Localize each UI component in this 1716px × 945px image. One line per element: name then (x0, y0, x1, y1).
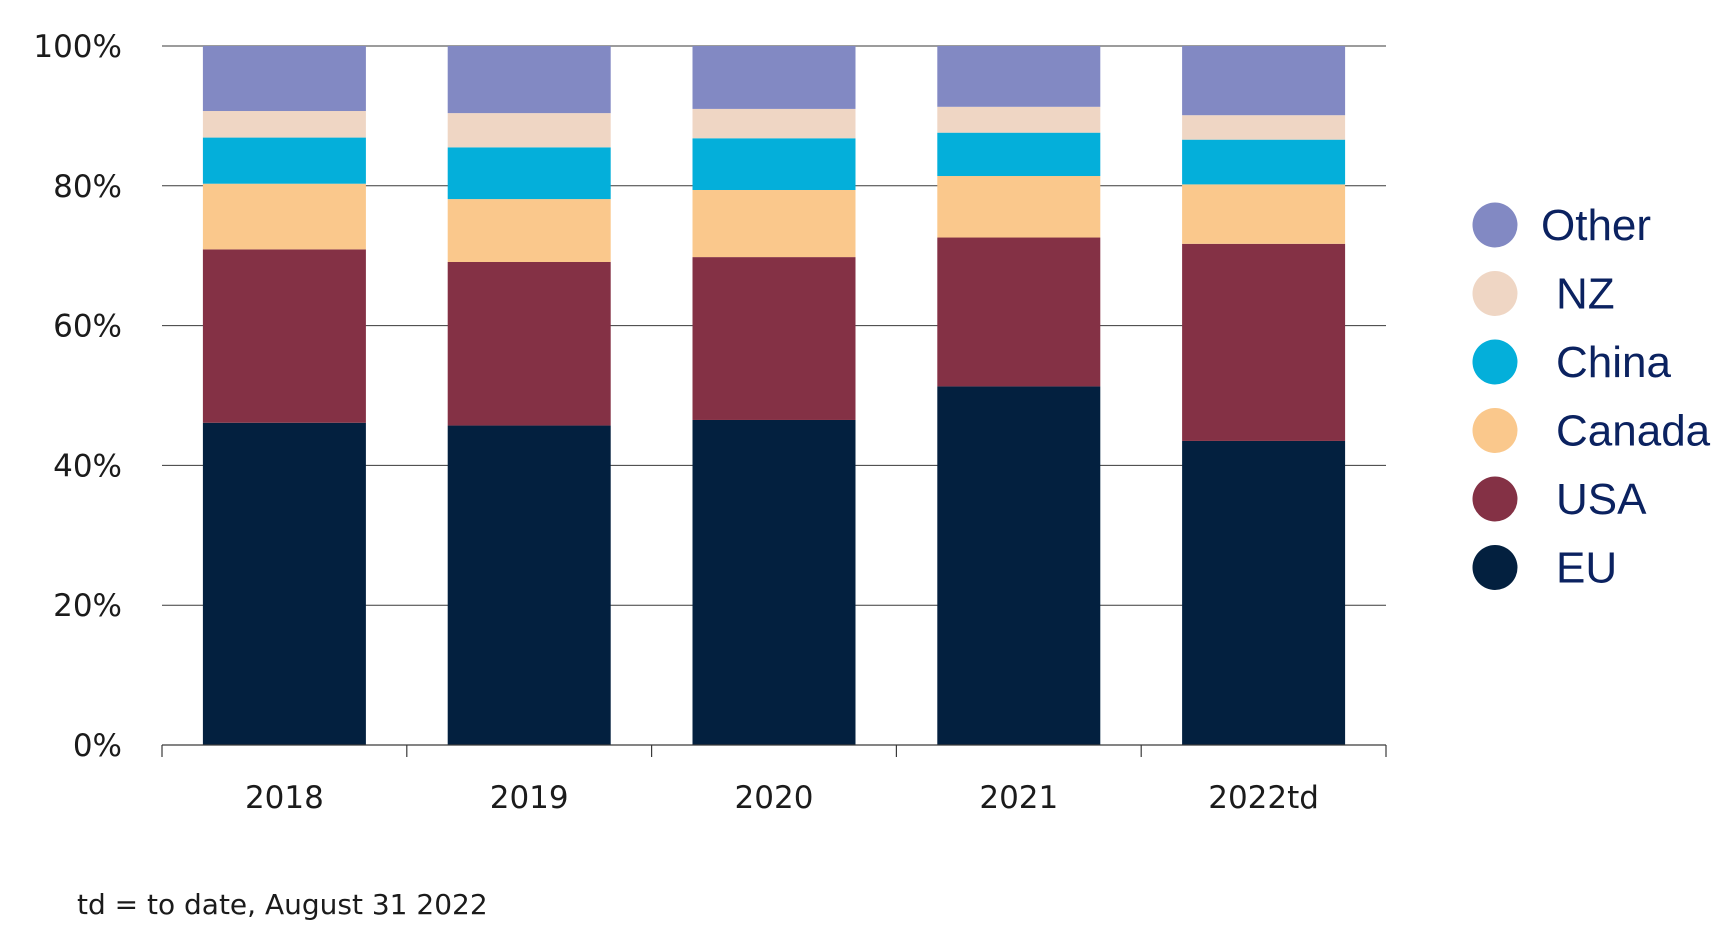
bar-other-2021 (937, 46, 1101, 107)
bar-canada-2020 (692, 189, 856, 258)
legend-label-usa: USA (1556, 475, 1647, 524)
bar-canada-2018 (202, 183, 366, 250)
y-tick-label: 40% (53, 448, 122, 484)
x-tick-label: 2019 (490, 780, 569, 816)
legend-label-eu: EU (1556, 544, 1617, 593)
legend-label-nz: NZ (1556, 270, 1615, 319)
y-tick-label: 0% (73, 728, 122, 764)
bar-nz-2022td (1182, 115, 1346, 140)
y-tick-label: 60% (53, 309, 122, 345)
legend-label-china: China (1556, 338, 1671, 387)
legend: Other NZ China Canada USA EU (1472, 201, 1711, 593)
bar-canada-2019 (447, 199, 611, 262)
legend-marker-canada (1472, 408, 1518, 453)
bar-china-2021 (937, 132, 1101, 177)
legend-marker-nz (1472, 271, 1518, 316)
bar-usa-2021 (937, 237, 1101, 387)
legend-label-other: Other (1541, 201, 1651, 250)
bar-china-2022td (1182, 139, 1346, 185)
bar-canada-2021 (937, 176, 1101, 238)
legend-marker-china (1472, 339, 1518, 385)
bar-nz-2019 (447, 113, 611, 148)
x-tick-label: 2022td (1208, 780, 1319, 816)
y-tick-label: 20% (53, 588, 122, 624)
footnote: td = to date, August 31 2022 (77, 888, 488, 921)
legend-label-canada: Canada (1556, 407, 1711, 456)
x-tick-label: 2018 (245, 780, 324, 816)
bar-eu-2022td (1182, 440, 1346, 745)
bar-nz-2020 (692, 108, 856, 139)
legend-marker-usa (1472, 476, 1518, 522)
bar-other-2019 (447, 46, 611, 114)
bar-other-2022td (1182, 46, 1346, 116)
axes: 0% 20% 40% 60% 80% 100% 2018 2019 2020 2021 2022td (33, 29, 1387, 816)
bar-nz-2018 (202, 111, 366, 138)
bar-canada-2022td (1182, 184, 1346, 244)
legend-marker-eu (1472, 545, 1518, 590)
x-tick-label: 2020 (735, 780, 814, 816)
bar-eu-2020 (692, 419, 856, 745)
bar-eu-2021 (937, 386, 1101, 745)
bar-usa-2019 (447, 261, 611, 426)
bar-other-2020 (692, 46, 856, 109)
x-tick-label: 2021 (979, 780, 1058, 816)
bar-other-2018 (202, 46, 366, 112)
bar-usa-2022td (1182, 243, 1346, 441)
bar-usa-2018 (202, 249, 366, 423)
bar-eu-2019 (447, 425, 611, 745)
bars (202, 46, 1346, 745)
y-tick-label: 100% (33, 29, 122, 65)
bar-nz-2021 (937, 106, 1101, 133)
bar-eu-2018 (202, 422, 366, 745)
bar-usa-2020 (692, 257, 856, 420)
bar-china-2019 (447, 147, 611, 200)
legend-marker-other (1472, 202, 1518, 248)
y-tick-label: 80% (53, 169, 122, 205)
bar-china-2018 (202, 137, 366, 184)
bar-china-2020 (692, 138, 856, 190)
